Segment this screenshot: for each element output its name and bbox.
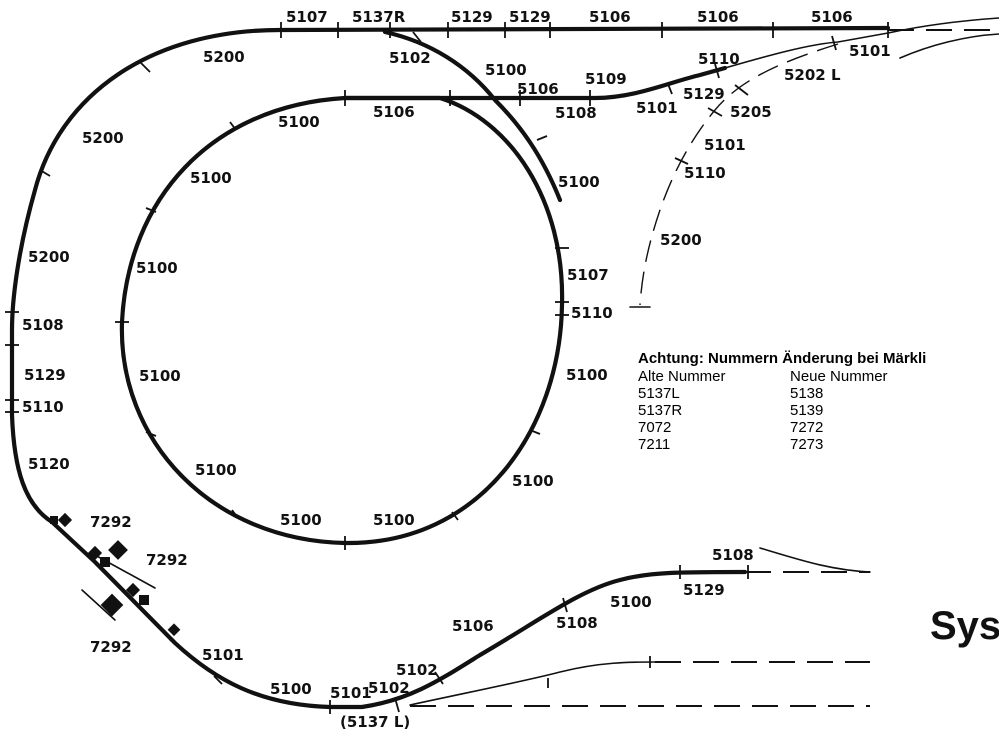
signal-icon-9 <box>167 623 181 637</box>
track-number-labels: 5107 5137R 5129 5129 5106 5106 5106 5200… <box>22 8 891 731</box>
track-label: (5137 L) <box>340 713 410 731</box>
track-label: 5101 <box>330 684 372 702</box>
track-label: 5202 L <box>784 66 841 84</box>
track-label: 5120 <box>28 455 70 473</box>
old-number-cell: 7211 <box>638 436 671 453</box>
branch-dash <box>639 43 839 306</box>
signal-icon-3 <box>108 540 128 560</box>
track-label: 5102 <box>396 661 438 679</box>
track-label: 7292 <box>146 551 188 569</box>
signal-line-2 <box>81 589 116 621</box>
track-label: 5101 <box>202 646 244 664</box>
right-arc <box>899 33 999 59</box>
track-label: 5106 <box>517 80 559 98</box>
signal-icon-2 <box>50 516 58 524</box>
track-label: 5100 <box>190 169 232 187</box>
system-label: Sys <box>930 604 999 648</box>
track-label: 5100 <box>610 593 652 611</box>
track-label: 5100 <box>278 113 320 131</box>
track-label: 5100 <box>558 173 600 191</box>
track-label: 5129 <box>683 581 725 599</box>
track-label: 5200 <box>660 231 702 249</box>
inner-straight-track <box>342 65 728 101</box>
track-label: 5108 <box>712 546 754 564</box>
table-row: 5137L 5138 <box>638 385 888 402</box>
track-label: 7292 <box>90 513 132 531</box>
track-label: 5107 <box>286 8 328 26</box>
track-label: 5102 <box>368 679 410 697</box>
track-label: 5108 <box>22 316 64 334</box>
track-label: 5107 <box>567 266 609 284</box>
new-number-cell: 5138 <box>790 385 824 402</box>
track-label: 5100 <box>139 367 181 385</box>
track-label: 5101 <box>849 42 891 60</box>
track-label: 5100 <box>136 259 178 277</box>
track-label: 5200 <box>28 248 70 266</box>
track-label: 5200 <box>82 129 124 147</box>
header-new-number: Neue Nummer <box>790 368 888 385</box>
track-label: 5100 <box>566 366 608 384</box>
track-label: 5108 <box>556 614 598 632</box>
old-number-cell: 5137L <box>638 385 680 402</box>
signal-icon-5 <box>100 557 110 567</box>
table-header-row: Alte Nummer Neue Nummer <box>638 368 888 385</box>
track-label: 5129 <box>509 8 551 26</box>
track-label: 5101 <box>704 136 746 154</box>
track-label: 5100 <box>280 511 322 529</box>
track-label: 5110 <box>684 164 726 182</box>
track-label: 5205 <box>730 103 772 121</box>
outer-loop-track <box>9 25 891 710</box>
new-number-cell: 5139 <box>790 402 824 419</box>
track-label: 5106 <box>452 617 494 635</box>
track-label: 5106 <box>373 103 415 121</box>
new-number-cell: 7273 <box>790 436 824 453</box>
table-row: 7211 7273 <box>638 436 888 453</box>
note-title: Achtung: Nummern Änderung bei Märkli <box>638 350 927 367</box>
old-number-cell: 5137R <box>638 402 683 419</box>
track-label: 5109 <box>585 70 627 88</box>
track-label: 5129 <box>24 366 66 384</box>
track-label: 5101 <box>636 99 678 117</box>
renumbering-note: Achtung: Nummern Änderung bei Märkli Alt… <box>638 349 926 453</box>
track-label: 5100 <box>512 472 554 490</box>
track-label: 5100 <box>373 511 415 529</box>
track-label: 5110 <box>22 398 64 416</box>
renumbering-table: Alte Nummer Neue Nummer 5137L 5138 5137R… <box>638 368 888 453</box>
track-label: 5108 <box>555 104 597 122</box>
track-label: 5102 <box>389 49 431 67</box>
track-label: 5137R <box>352 8 406 26</box>
signal-icon-6 <box>100 593 124 617</box>
track-label: 5106 <box>589 8 631 26</box>
table-row: 5137R 5139 <box>638 402 888 419</box>
inner-oval-track <box>119 95 565 546</box>
track-label: 5129 <box>451 8 493 26</box>
signal-icon-8 <box>139 595 149 605</box>
track-label: 7292 <box>90 638 132 656</box>
table-row: 7072 7272 <box>638 419 888 436</box>
lower-branch-2 <box>409 661 656 706</box>
track-joints <box>5 22 889 714</box>
track-label: 5129 <box>683 85 725 103</box>
signals <box>50 512 181 637</box>
track-label: 5106 <box>697 8 739 26</box>
lower-siding-curve <box>759 547 871 573</box>
track-label: 5200 <box>203 48 245 66</box>
track-label: 5110 <box>698 50 740 68</box>
header-old-number: Alte Nummer <box>638 368 726 385</box>
signal-icon-4 <box>87 545 103 561</box>
track-label: 5100 <box>485 61 527 79</box>
track-label: 5110 <box>571 304 613 322</box>
signal-icon-7 <box>125 582 141 598</box>
track-label: 5100 <box>195 461 237 479</box>
upper-right-curve <box>724 17 999 69</box>
track-label: 5100 <box>270 680 312 698</box>
new-number-cell: 7272 <box>790 419 824 436</box>
old-number-cell: 7072 <box>638 419 672 436</box>
track-label: 5106 <box>811 8 853 26</box>
signal-icon-1 <box>57 512 73 528</box>
